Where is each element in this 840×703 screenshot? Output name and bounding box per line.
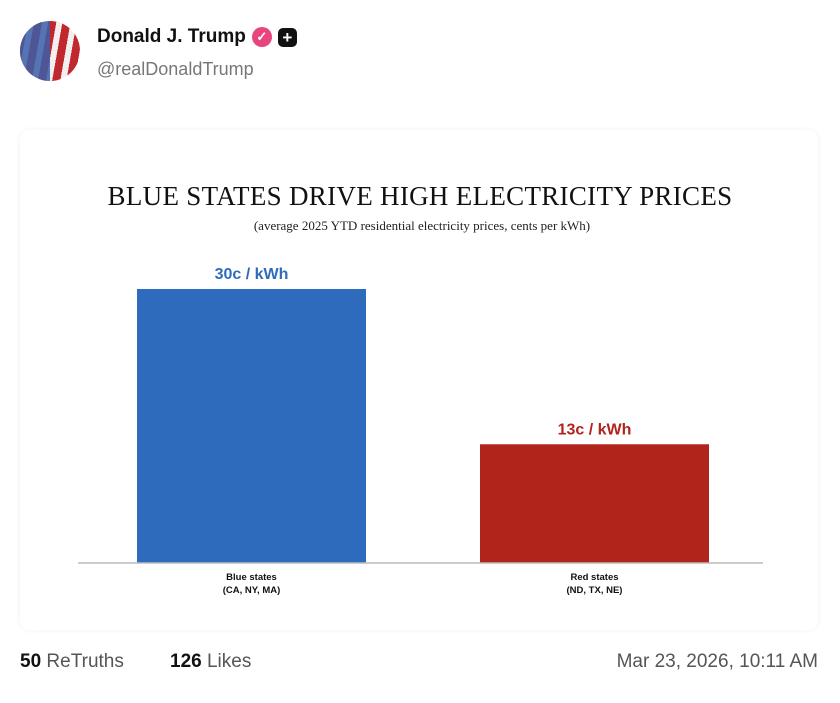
retruths-stat[interactable]: 50 ReTruths bbox=[20, 651, 124, 673]
bar-blue-states bbox=[137, 289, 366, 563]
plus-icon: + bbox=[277, 27, 297, 47]
data-label: 13c / kWh bbox=[558, 421, 632, 438]
author-name[interactable]: Donald J. Trump bbox=[97, 26, 246, 47]
avatar[interactable] bbox=[20, 21, 80, 81]
chart-title: BLUE STATES DRIVE HIGH ELECTRICITY PRICE… bbox=[107, 181, 733, 211]
retruths-label: ReTruths bbox=[46, 651, 124, 672]
timestamp[interactable]: Mar 23, 2026, 10:11 AM bbox=[616, 651, 818, 672]
verified-badge-icon: ✓ bbox=[251, 27, 272, 47]
x-tick-sublabel: (ND, TX, NE) bbox=[567, 585, 623, 596]
x-tick-label: Red states bbox=[570, 572, 618, 583]
author-handle[interactable]: @realDonaldTrump bbox=[97, 59, 254, 79]
chart-subtitle: (average 2025 YTD residential electricit… bbox=[253, 218, 591, 233]
likes-label: Likes bbox=[206, 651, 252, 672]
author-name-row: Donald J. Trump ✓ + bbox=[97, 26, 297, 48]
data-label: 30c / kWh bbox=[215, 266, 289, 283]
likes-stat[interactable]: 126 Likes bbox=[170, 651, 251, 673]
likes-count: 126 bbox=[170, 651, 202, 672]
retruths-count: 50 bbox=[20, 651, 42, 672]
bar-red-states bbox=[480, 444, 709, 563]
x-tick-label: Blue states bbox=[226, 572, 277, 583]
x-tick-sublabel: (CA, NY, MA) bbox=[223, 585, 281, 596]
